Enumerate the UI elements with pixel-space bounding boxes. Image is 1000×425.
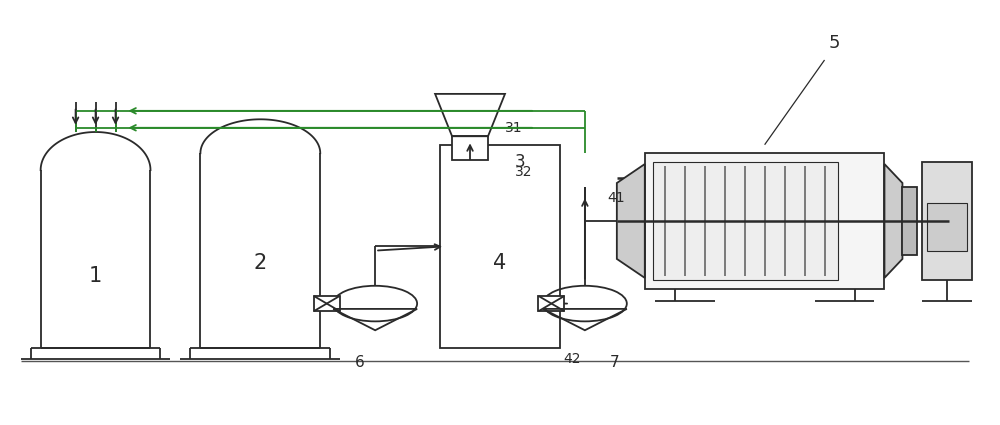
Bar [902,187,917,255]
Text: 42: 42 [563,351,581,366]
Text: 31: 31 [505,121,523,135]
Text: 41: 41 [607,191,624,205]
Text: 7: 7 [610,355,620,370]
Text: 3: 3 [515,153,526,171]
Polygon shape [617,164,645,278]
Bar [314,296,340,311]
Bar [922,162,972,280]
Bar [927,203,967,251]
Text: 1: 1 [89,266,102,286]
Text: 32: 32 [515,165,532,179]
Bar [538,296,564,311]
Text: 4: 4 [493,253,507,273]
Polygon shape [884,164,902,278]
Text: 5: 5 [829,34,840,52]
Bar [440,145,560,348]
Bar [452,136,488,159]
Bar [653,162,838,280]
Text: 6: 6 [355,355,365,370]
Bar [645,153,884,289]
Text: 2: 2 [254,253,267,273]
